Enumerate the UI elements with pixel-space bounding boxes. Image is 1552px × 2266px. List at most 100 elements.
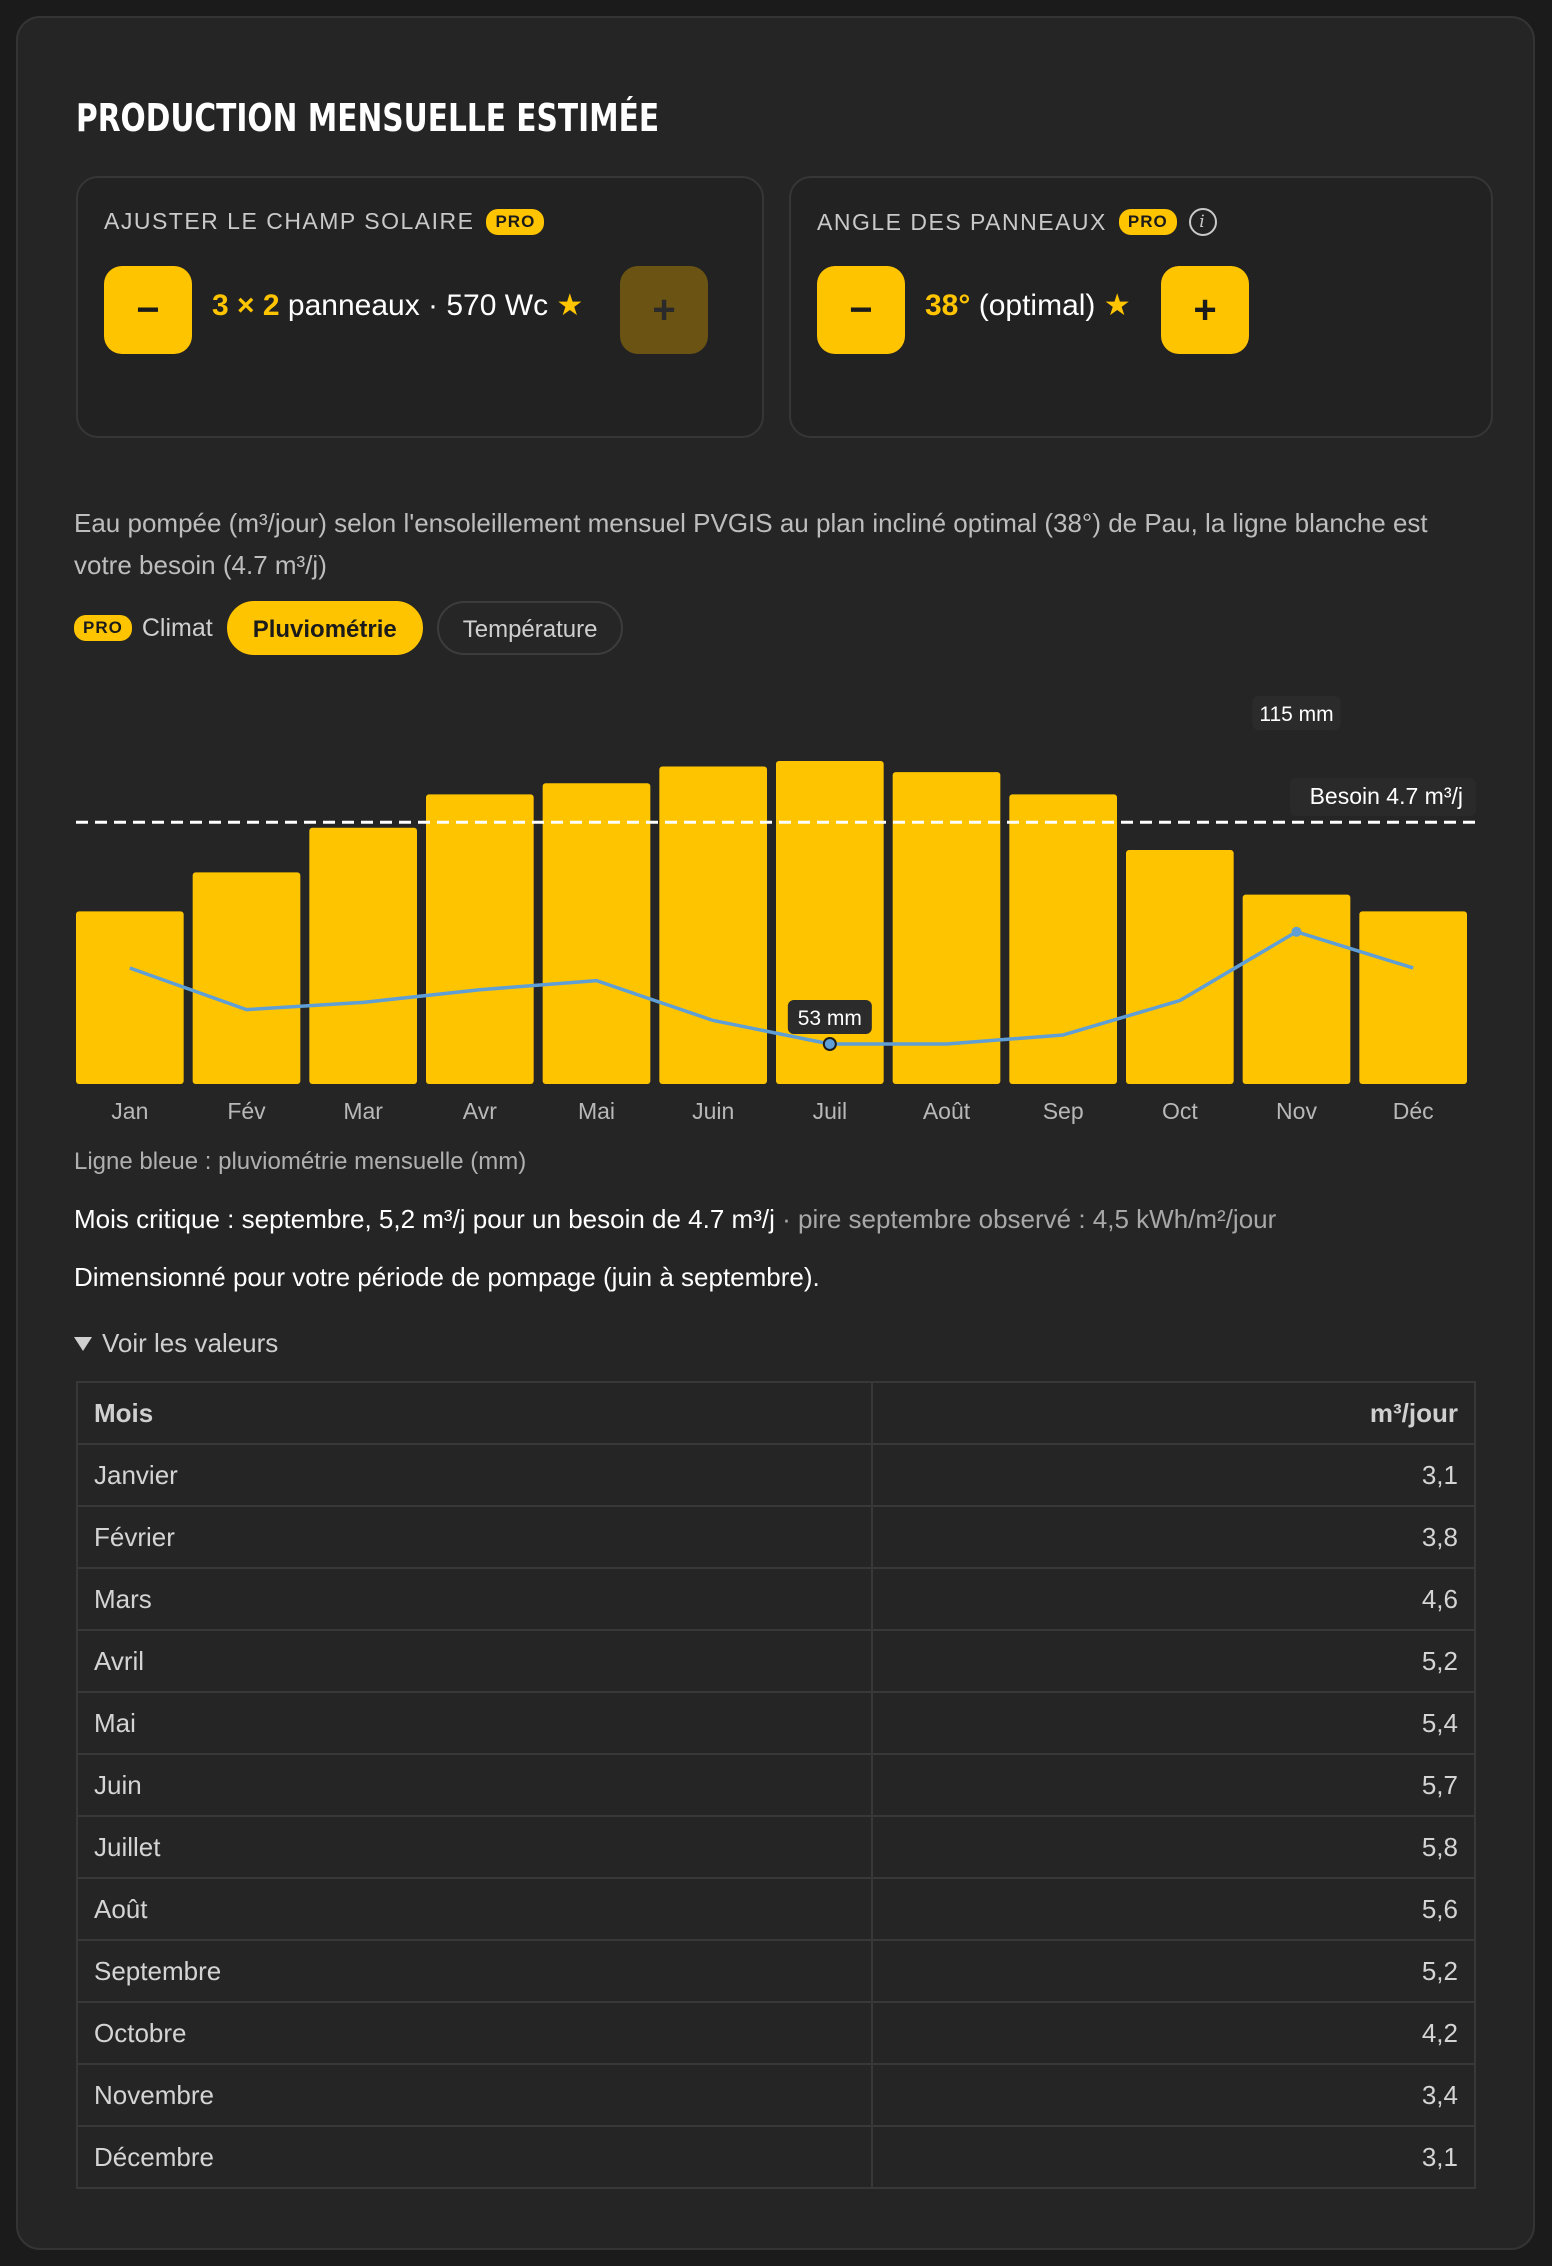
value-cell: 5,2 xyxy=(871,1939,1476,2003)
production-chart: Jan Fév Mar Avr Mai Juin Juil Août Sep Oct Nov Déc 5… xyxy=(76,696,1476,1124)
info-icon[interactable]: i xyxy=(1188,208,1217,236)
x-tick-label: Nov xyxy=(1276,1098,1317,1124)
bar xyxy=(1359,911,1467,1084)
column-header-value: m³/jour xyxy=(871,1381,1476,1445)
bar xyxy=(192,872,301,1084)
value-cell: 5,4 xyxy=(871,1691,1476,1755)
caret-down-icon xyxy=(74,1336,92,1351)
star-icon: ★ xyxy=(1103,289,1131,322)
table-row: Octobre 4,2 xyxy=(75,2001,1476,2065)
panel-power-text: panneaux · 570 Wc xyxy=(287,289,549,322)
table-row: Juillet 5,8 xyxy=(75,1815,1476,1879)
star-icon: ★ xyxy=(556,289,584,322)
table-row: Décembre 3,1 xyxy=(75,2125,1476,2189)
pro-badge: PRO xyxy=(486,208,545,235)
table-row: Janvier 3,1 xyxy=(75,1443,1476,1507)
value-cell: 3,1 xyxy=(871,2125,1476,2189)
rain-line-note: Ligne bleue : pluviométrie mensuelle (mm… xyxy=(74,1148,527,1175)
bar xyxy=(426,794,534,1084)
value-cell: 5,8 xyxy=(871,1815,1476,1879)
values-toggle-label: Voir les valeurs xyxy=(102,1328,279,1358)
bar xyxy=(542,783,651,1084)
panel-count: 3 × 2 xyxy=(212,289,280,322)
rainfall-point xyxy=(822,1037,837,1051)
x-tick-label: Août xyxy=(923,1098,971,1124)
panel-angle-panel: ANGLE DES PANNEAUX PRO i − 38° (optimal)… xyxy=(789,176,1493,438)
table-row: Février 3,8 xyxy=(75,1505,1476,1569)
climate-tabs: PRO Climat Pluviométrie Température xyxy=(74,600,624,656)
increase-panels-button[interactable]: + xyxy=(620,266,708,354)
increase-angle-button[interactable]: + xyxy=(1161,266,1249,354)
values-table: Mois m³/jour Janvier 3,1 Février 3,8 Mars 4,6… xyxy=(75,1381,1476,2189)
value-cell: 3,1 xyxy=(871,1443,1476,1507)
value-cell: 4,6 xyxy=(871,1567,1476,1631)
value-cell: 5,6 xyxy=(871,1877,1476,1941)
month-cell: Juillet xyxy=(75,1815,874,1879)
value-cell: 4,2 xyxy=(871,2001,1476,2065)
page-title: PRODUCTION MENSUELLE ESTIMÉE xyxy=(76,96,660,140)
table-row: Juin 5,7 xyxy=(75,1753,1476,1817)
table-row: Avril 5,2 xyxy=(75,1629,1476,1693)
rainfall-min-label: 53 mm xyxy=(798,1007,862,1030)
panel-angle-label-text: ANGLE DES PANNEAUX xyxy=(817,208,1107,235)
table-row: Novembre 3,4 xyxy=(75,2063,1476,2127)
sizing-text: Dimensionné pour votre période de pompag… xyxy=(74,1262,820,1292)
bar xyxy=(1009,794,1117,1084)
x-tick-label: Jan xyxy=(111,1098,148,1124)
angle-readout: 38° (optimal) ★ xyxy=(925,288,1131,323)
decrease-panels-button[interactable]: − xyxy=(104,266,192,354)
x-tick-label: Mar xyxy=(343,1098,383,1124)
table-row: Août 5,6 xyxy=(75,1877,1476,1941)
critical-month-text: Mois critique : septembre, 5,2 m³/j pour… xyxy=(74,1204,1276,1235)
table-row: Mai 5,4 xyxy=(75,1691,1476,1755)
pro-badge: PRO xyxy=(1118,209,1177,235)
climate-label: Climat xyxy=(141,613,213,642)
rainfall-min-label-bg xyxy=(787,1000,872,1034)
bar xyxy=(892,772,1001,1084)
x-tick-label: Fév xyxy=(227,1098,266,1124)
solar-field-label: AJUSTER LE CHAMP SOLAIRE PRO xyxy=(104,208,545,235)
tab-pluviometrie[interactable]: Pluviométrie xyxy=(226,601,423,655)
bar xyxy=(1126,850,1234,1084)
x-tick-label: Déc xyxy=(1393,1098,1434,1124)
bar xyxy=(659,766,767,1084)
bar xyxy=(76,911,184,1084)
values-toggle[interactable]: Voir les valeurs xyxy=(74,1328,278,1359)
month-cell: Mai xyxy=(75,1691,874,1755)
month-cell: Décembre xyxy=(75,2125,874,2189)
tab-temperature[interactable]: Température xyxy=(436,601,624,655)
month-cell: Mars xyxy=(75,1567,874,1631)
chart-description: Eau pompée (m³/jour) selon l'ensoleillem… xyxy=(74,508,1428,580)
bar xyxy=(309,827,417,1084)
value-cell: 3,4 xyxy=(871,2063,1476,2127)
solar-field-panel: AJUSTER LE CHAMP SOLAIRE PRO − 3 × 2 pan… xyxy=(76,176,764,438)
rainfall-max-label-bg xyxy=(1252,696,1341,730)
column-header-month: Mois xyxy=(75,1381,874,1445)
month-cell: Juin xyxy=(75,1753,874,1817)
month-cell: Février xyxy=(75,1505,874,1569)
x-tick-label: Avr xyxy=(463,1098,497,1124)
value-cell: 3,8 xyxy=(871,1505,1476,1569)
month-cell: Novembre xyxy=(75,2063,874,2127)
panel-angle-label: ANGLE DES PANNEAUX PRO i xyxy=(817,208,1217,236)
month-cell: Avril xyxy=(75,1629,874,1693)
solar-field-label-text: AJUSTER LE CHAMP SOLAIRE xyxy=(104,208,475,234)
x-tick-label: Oct xyxy=(1162,1098,1198,1124)
month-cell: Octobre xyxy=(75,2001,874,2065)
need-label: Besoin 4.7 m³/j xyxy=(1310,783,1463,809)
rainfall-max-label: 115 mm xyxy=(1259,703,1333,726)
x-tick-label: Juil xyxy=(813,1098,848,1124)
panel-count-readout: 3 × 2 panneaux · 570 Wc ★ xyxy=(212,288,583,323)
month-cell: Août xyxy=(75,1877,874,1941)
table-row: Mars 4,6 xyxy=(75,1567,1476,1631)
angle-value: 38° xyxy=(925,289,971,322)
decrease-angle-button[interactable]: − xyxy=(817,266,905,354)
rainfall-line xyxy=(129,930,1414,1046)
angle-optimal-text: (optimal) xyxy=(978,289,1096,322)
x-tick-label: Juin xyxy=(692,1098,734,1124)
pro-badge: PRO xyxy=(74,615,132,641)
x-tick-label: Sep xyxy=(1043,1098,1084,1124)
bar xyxy=(1242,894,1351,1084)
need-label-bg xyxy=(1290,778,1476,816)
critical-month-main: Mois critique : septembre, 5,2 m³/j pour… xyxy=(74,1204,775,1234)
